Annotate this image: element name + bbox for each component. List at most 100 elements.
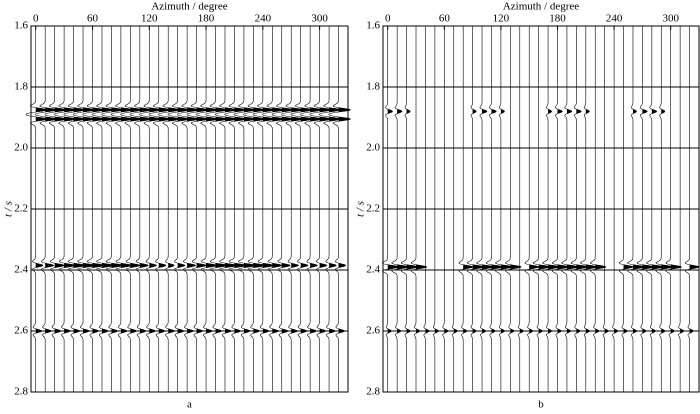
y-tick-label: 2.8: [14, 386, 28, 398]
trace: [271, 26, 295, 392]
trace: [561, 26, 580, 392]
trace: [158, 26, 181, 392]
trace: [423, 26, 430, 392]
trace: [262, 26, 285, 392]
trace: [495, 26, 514, 392]
trace: [476, 26, 495, 392]
trace: [612, 26, 619, 392]
y-tick-label: 2.6: [14, 325, 28, 337]
trace: [636, 26, 655, 392]
y-tick-label: 2.2: [366, 203, 380, 215]
trace: [627, 26, 646, 392]
trace: [101, 26, 124, 392]
x-axis-label: Azimuth / degree: [503, 1, 579, 13]
trace: [120, 26, 143, 392]
trace: [618, 26, 634, 392]
trace: [252, 26, 276, 392]
trace: [665, 26, 683, 392]
trace: [391, 26, 410, 392]
trace: [684, 26, 700, 392]
x-tick-label: 240: [255, 13, 272, 25]
trace: [91, 26, 115, 392]
x-tick-label: 60: [439, 13, 451, 25]
x-tick-label: 180: [198, 13, 215, 25]
y-tick-label: 2.6: [366, 325, 380, 337]
trace: [186, 26, 210, 392]
trace: [35, 26, 58, 392]
trace: [139, 26, 162, 392]
panel: 1.6 1.8 2.0 2.2 2.4 2.6 2.8 0 60 120 180 240 300 Azim…: [355, 1, 700, 411]
y-tick-label: 2.0: [366, 142, 380, 154]
trace: [451, 26, 458, 392]
y-tick-label: 1.6: [14, 20, 28, 32]
trace: [458, 26, 474, 392]
trace: [300, 26, 323, 392]
trace: [243, 26, 266, 392]
trace: [655, 26, 674, 392]
trace: [517, 26, 524, 392]
trace: [44, 26, 68, 392]
y-axis-label: t / s: [3, 201, 15, 217]
trace: [524, 26, 540, 392]
trace: [129, 26, 153, 392]
x-axis-label: Azimuth / degree: [151, 1, 227, 13]
x-tick-label: 300: [662, 13, 679, 25]
trace: [646, 26, 665, 392]
x-tick-label: 240: [606, 13, 623, 25]
trace: [177, 26, 200, 392]
y-tick-label: 1.8: [14, 81, 28, 93]
panel-label: b: [538, 399, 544, 411]
x-tick-label: 300: [311, 13, 328, 25]
trace: [148, 26, 172, 392]
x-tick-label: 120: [141, 13, 158, 25]
trace: [214, 26, 238, 392]
trace: [532, 26, 552, 392]
trace: [224, 26, 247, 392]
trace: [485, 26, 505, 392]
trace: [53, 26, 77, 392]
trace: [442, 26, 449, 392]
x-tick-label: 0: [33, 13, 39, 25]
x-tick-label: 120: [493, 13, 510, 25]
y-tick-label: 1.8: [366, 81, 380, 93]
panel-label: a: [187, 399, 192, 411]
y-tick-label: 2.2: [14, 203, 28, 215]
trace: [580, 26, 599, 392]
trace: [590, 26, 607, 392]
trace: [602, 26, 609, 392]
trace: [205, 26, 229, 392]
trace: [400, 26, 420, 392]
x-tick-label: 0: [385, 13, 391, 25]
panel: 1.6 1.8 2.0 2.2 2.4 2.6 2.8 0 60 120 180 240 300 Azim…: [3, 1, 352, 411]
trace: [72, 26, 96, 392]
trace: [290, 26, 314, 392]
trace: [432, 26, 439, 392]
trace: [318, 26, 342, 392]
y-tick-label: 2.4: [366, 264, 380, 276]
trace: [505, 26, 522, 392]
y-tick-label: 2.4: [14, 264, 28, 276]
y-axis-label: t / s: [355, 201, 367, 217]
trace: [195, 26, 219, 392]
trace: [551, 26, 571, 392]
trace: [63, 26, 87, 392]
trace: [410, 26, 428, 392]
trace: [328, 26, 352, 392]
y-tick-label: 2.0: [14, 142, 28, 154]
trace: [542, 26, 561, 392]
trace: [466, 26, 486, 392]
trace: [678, 26, 685, 392]
x-tick-label: 180: [549, 13, 566, 25]
trace: [309, 26, 333, 392]
trace: [25, 26, 49, 392]
trace: [281, 26, 304, 392]
y-tick-label: 1.6: [366, 20, 380, 32]
trace: [167, 26, 191, 392]
x-tick-label: 60: [87, 13, 99, 25]
y-tick-label: 2.8: [366, 386, 380, 398]
trace: [570, 26, 589, 392]
trace: [381, 26, 401, 392]
trace: [82, 26, 106, 392]
trace: [110, 26, 134, 392]
